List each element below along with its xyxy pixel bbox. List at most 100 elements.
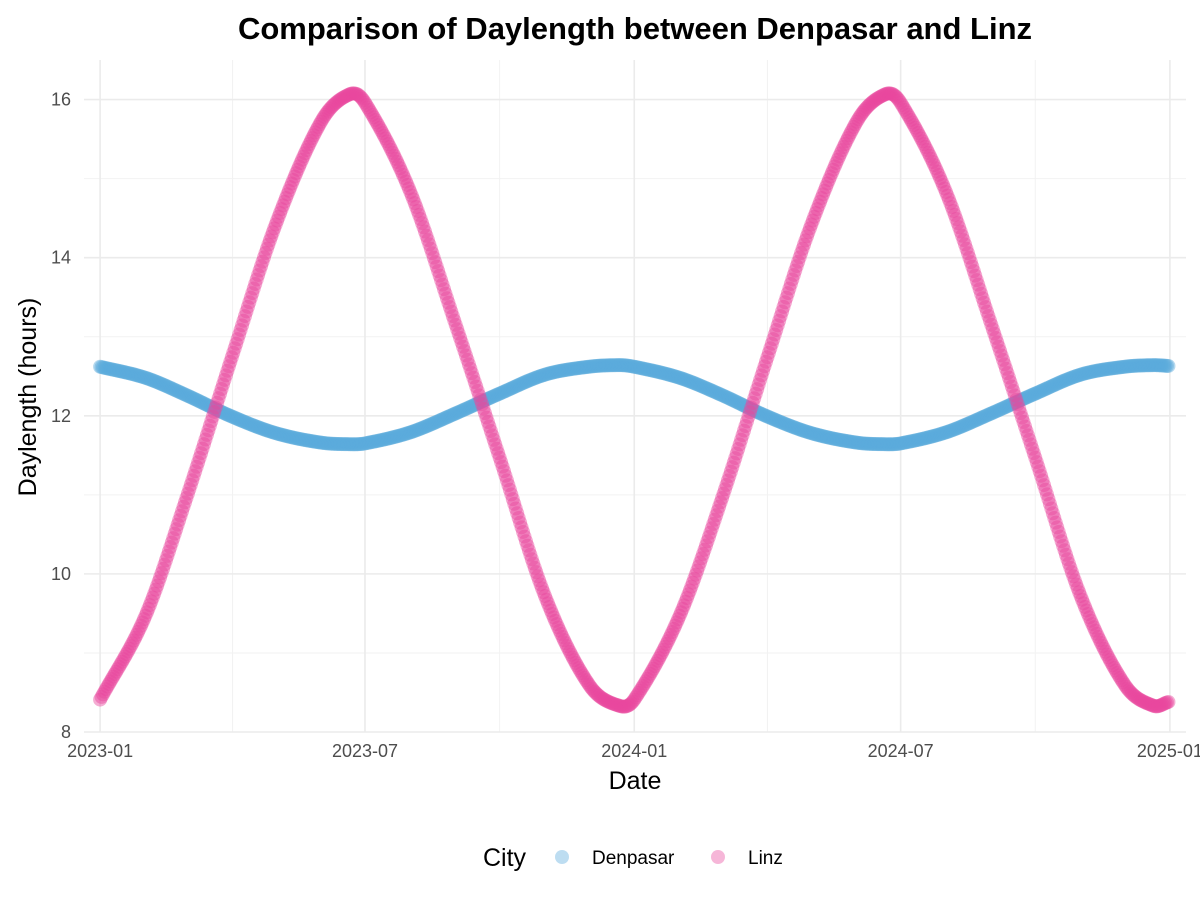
data-point <box>732 437 747 452</box>
data-point <box>873 89 888 104</box>
data-point <box>109 664 124 679</box>
data-point <box>1013 406 1028 421</box>
data-point <box>982 313 997 328</box>
data-point <box>330 436 345 451</box>
data-point <box>656 366 671 381</box>
data-point <box>265 225 280 240</box>
data-point <box>633 683 648 698</box>
data-point <box>864 96 879 111</box>
data-point <box>289 166 304 181</box>
data-point <box>936 177 951 192</box>
data-point <box>552 623 567 638</box>
data-point <box>927 428 942 443</box>
data-point <box>255 254 270 269</box>
data-point <box>1007 395 1022 410</box>
data-point <box>595 358 610 373</box>
data-point <box>404 424 419 439</box>
data-point <box>849 435 864 450</box>
data-point <box>1072 585 1087 600</box>
data-point <box>374 123 389 138</box>
data-point <box>202 418 217 433</box>
data-point <box>638 362 653 377</box>
data-point <box>360 100 375 115</box>
data-point <box>590 358 605 373</box>
data-point <box>987 326 1002 341</box>
data-point <box>788 263 803 278</box>
data-point <box>467 397 482 412</box>
data-point <box>322 101 337 116</box>
data-point <box>400 426 415 441</box>
data-point <box>1070 368 1085 383</box>
data-point <box>262 424 277 439</box>
data-point <box>369 115 384 130</box>
data-point <box>371 118 386 133</box>
data-point <box>870 437 885 452</box>
data-point <box>548 364 563 379</box>
data-point <box>715 490 730 505</box>
data-point <box>776 299 791 314</box>
data-point <box>669 369 684 384</box>
data-point <box>1155 697 1170 712</box>
data-point <box>498 384 513 399</box>
data-point <box>780 286 795 301</box>
data-point <box>928 428 943 443</box>
data-point <box>1114 673 1129 688</box>
data-point <box>258 422 273 437</box>
data-point <box>218 406 233 421</box>
data-point <box>397 171 412 186</box>
data-point <box>996 352 1011 367</box>
data-point <box>965 259 980 274</box>
legend-key-denpasar <box>555 850 569 864</box>
data-point <box>808 205 823 220</box>
data-point <box>1045 378 1060 393</box>
data-point <box>977 295 992 310</box>
data-point <box>555 363 570 378</box>
data-point <box>750 382 765 397</box>
data-point <box>267 221 282 236</box>
data-point <box>352 437 367 452</box>
data-point <box>1135 358 1150 373</box>
data-point <box>968 413 983 428</box>
data-point <box>1012 393 1027 408</box>
data-point <box>235 413 250 428</box>
data-point <box>685 375 700 390</box>
data-point <box>456 403 471 418</box>
data-point <box>270 213 285 228</box>
data-point <box>283 180 298 195</box>
data-point <box>643 666 658 681</box>
data-point <box>859 100 874 115</box>
data-point <box>663 368 678 383</box>
data-point <box>896 100 911 115</box>
data-point <box>1053 529 1068 544</box>
data-point <box>363 105 378 120</box>
data-point <box>998 361 1013 376</box>
data-point <box>429 259 444 274</box>
data-point <box>650 364 665 379</box>
data-point <box>640 671 655 686</box>
data-point <box>1124 358 1139 373</box>
data-point <box>463 361 478 376</box>
data-point <box>854 107 869 122</box>
data-point <box>276 198 291 213</box>
data-point <box>570 658 585 673</box>
data-point <box>833 432 848 447</box>
data-point <box>994 401 1009 416</box>
data-point <box>117 365 132 380</box>
data-point <box>1023 437 1038 452</box>
grid <box>84 60 1186 733</box>
data-point <box>281 183 296 198</box>
data-point <box>293 432 308 447</box>
data-point <box>1066 569 1081 584</box>
data-point <box>1138 695 1153 710</box>
data-point <box>419 419 434 434</box>
data-point <box>391 158 406 173</box>
data-point <box>1101 650 1116 665</box>
data-point <box>381 137 396 152</box>
data-point <box>739 414 754 429</box>
data-point <box>483 390 498 405</box>
data-point <box>679 591 694 606</box>
data-point <box>577 360 592 375</box>
data-point <box>374 433 389 448</box>
data-point <box>166 531 181 546</box>
data-point <box>802 221 817 236</box>
